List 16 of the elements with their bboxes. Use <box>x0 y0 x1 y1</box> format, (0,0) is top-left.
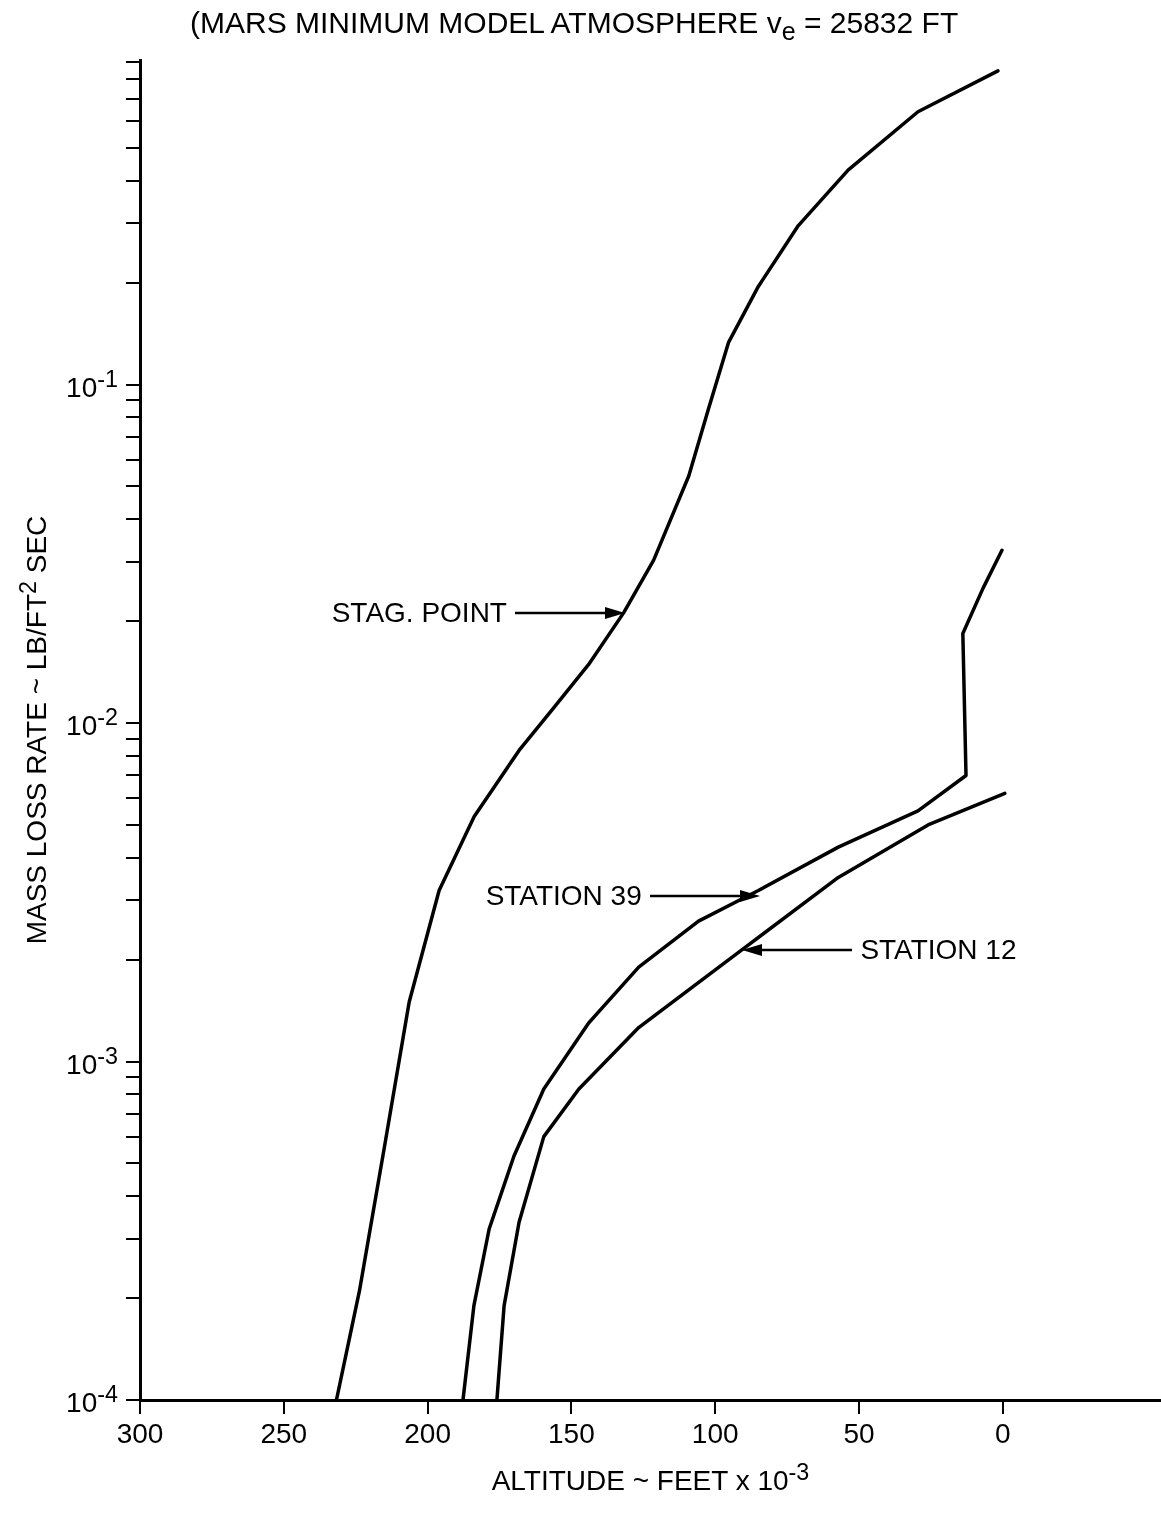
y-tick-label: 10$^{-4}$ <box>66 1380 118 1419</box>
x-tick-label: 200 <box>404 1418 451 1449</box>
x-tick-label: 250 <box>260 1418 308 1449</box>
x-axis-title: ALTITUDE ~ FEET x 10$^{-3}$ <box>491 1458 810 1497</box>
y-tick-label: 10$^{-3}$ <box>66 1042 118 1080</box>
x-tick-label: 0 <box>995 1418 1011 1449</box>
x-tick-label: 150 <box>548 1418 595 1449</box>
annotation: STAG. POINT <box>331 596 507 628</box>
x-tick-label: 300 <box>116 1418 164 1449</box>
chart-title: (MARS MINIMUM MODEL ATMOSPHERE v$_{e}$ = 25832 FT <box>190 6 959 46</box>
annotation: STATION 12 <box>860 933 1017 965</box>
annotation: STATION 39 <box>485 880 642 912</box>
x-tick-label: 50 <box>843 1418 875 1449</box>
y-tick-label: 10$^{-2}$ <box>66 703 118 742</box>
y-tick-label: 10$^{-1}$ <box>66 365 118 403</box>
x-tick-label: 100 <box>691 1418 739 1449</box>
